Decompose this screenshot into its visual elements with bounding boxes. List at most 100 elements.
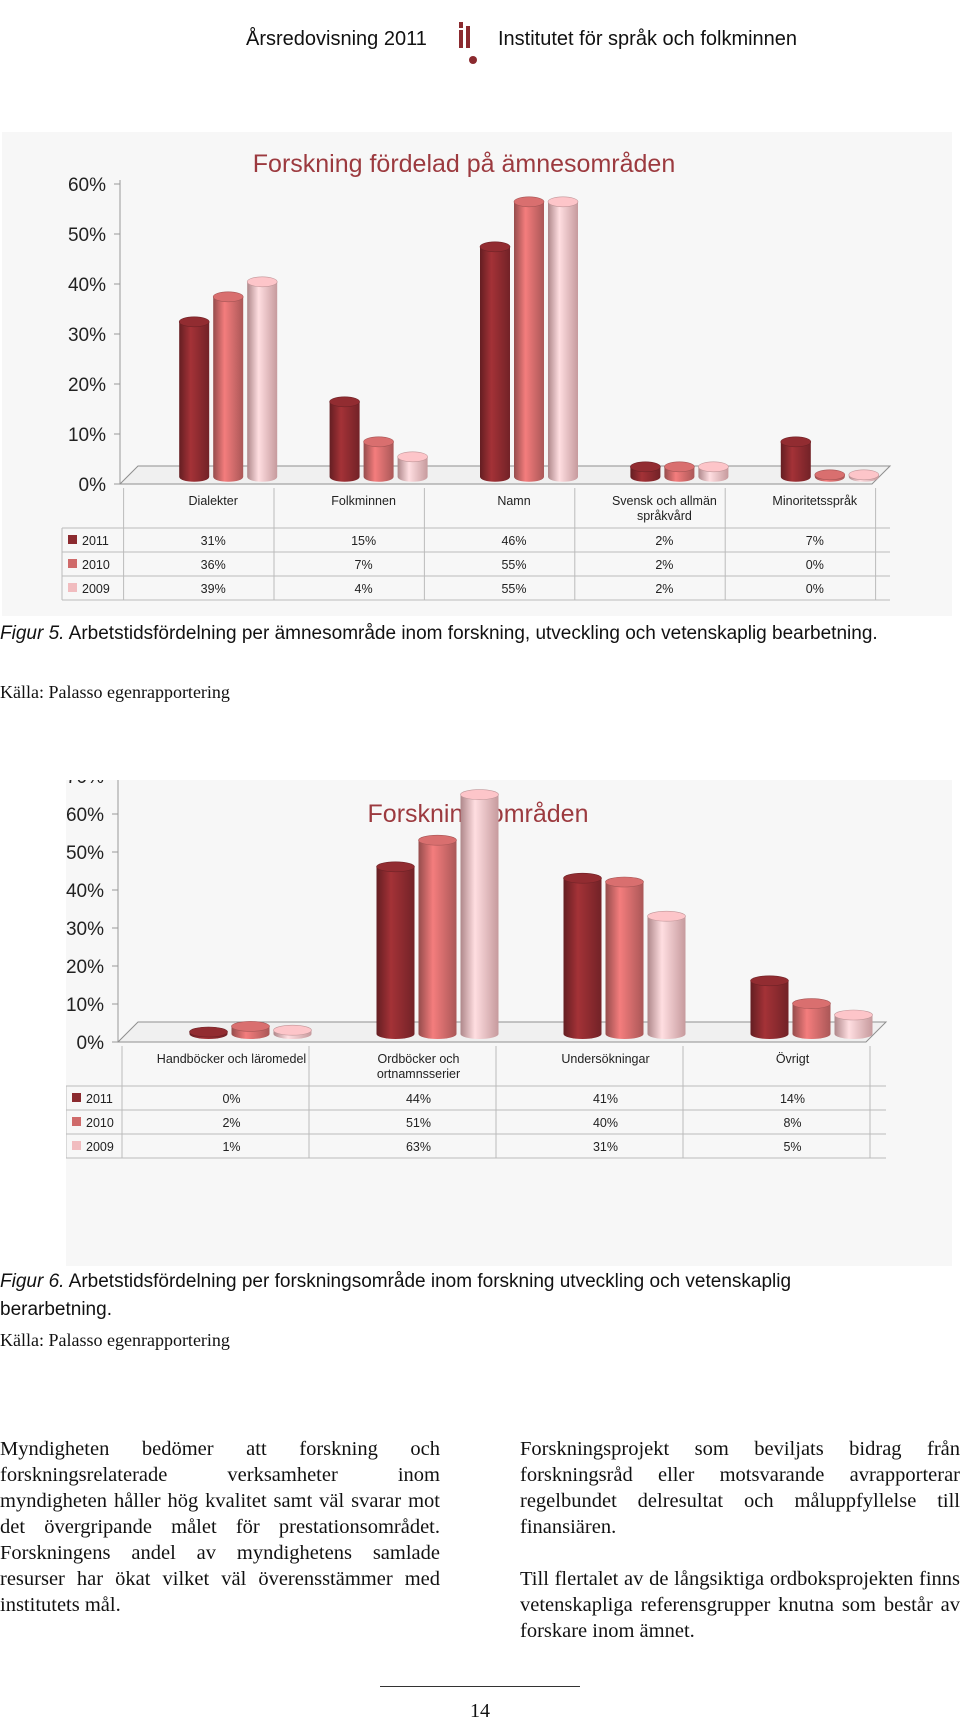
data-label: 5%	[783, 1140, 801, 1154]
bar-top	[698, 461, 729, 473]
table-category-label: Undersökningar	[561, 1052, 649, 1066]
bar-top	[363, 436, 394, 448]
bar-body	[792, 1003, 831, 1039]
data-label: 31%	[593, 1140, 618, 1154]
figure-5-caption: Figur 5. Arbetstidsfördelning per ämneso…	[0, 620, 880, 648]
bar-body	[247, 281, 278, 482]
figure-6-text: Arbetstidsfördelning per forskningsområd…	[0, 1271, 792, 1320]
figure-6-label: Figur 6.	[0, 1271, 65, 1292]
data-label: 7%	[355, 558, 373, 572]
table-category-label: Ordböcker och ortnamnsserier	[377, 1052, 460, 1081]
bar-body	[329, 401, 360, 482]
data-label: 2%	[655, 558, 673, 572]
bar-top	[329, 396, 360, 408]
bar-top	[178, 316, 210, 328]
data-label: 0%	[222, 1092, 240, 1106]
bar-2011	[780, 436, 812, 482]
bar-top	[246, 276, 278, 288]
legend-entry: 2011	[82, 534, 109, 548]
y-tick-label: 60%	[66, 805, 104, 826]
body-paragraph: Myndigheten bedömer att forskning och fo…	[0, 1438, 440, 1616]
data-label: 31%	[201, 534, 226, 548]
data-label: 36%	[201, 558, 226, 572]
isof-logo-icon	[459, 22, 477, 64]
bar-top	[814, 469, 846, 481]
table-category-label: Namn	[497, 494, 530, 508]
legend-swatch-2011	[72, 1093, 81, 1102]
table-category-line: språkvård	[637, 509, 692, 523]
legend-entry: 2009	[82, 582, 110, 596]
bar-2009	[834, 1009, 873, 1039]
bar-top	[513, 196, 545, 208]
footer-rule	[380, 1686, 580, 1687]
legend-swatch-2010	[72, 1117, 81, 1126]
bar-top	[397, 451, 428, 463]
data-label: 41%	[593, 1092, 618, 1106]
data-table: Handböcker och läromedel Ordböcker och ort…	[66, 1046, 886, 1159]
legend-swatch-2009	[72, 1141, 81, 1150]
data-table: Dialekter Folkminnen Namn Svensk och allmän…	[61, 488, 890, 601]
bar-top	[231, 1021, 270, 1032]
body-paragraph: Forskningsprojekt som beviljats bidrag f…	[520, 1438, 960, 1538]
legend-entry: 2010	[82, 558, 110, 572]
bar-body	[750, 980, 789, 1039]
bar-2010	[418, 834, 457, 1039]
report-title: Årsredovisning 2011	[246, 28, 427, 50]
chart-panel-1: 0% 10% 20% 30% 40% 50% 60% Forskning fördelad p…	[2, 132, 952, 616]
bar-body	[780, 441, 811, 482]
bar-2009	[273, 1024, 312, 1039]
bar-top	[418, 834, 457, 846]
legend-swatch-2010	[68, 559, 77, 568]
bar-body	[363, 441, 394, 482]
bar-top	[460, 789, 499, 800]
bar-body	[834, 1015, 873, 1039]
bar-2011	[329, 396, 360, 482]
bar-2011	[479, 241, 511, 482]
bar-2011	[189, 1026, 228, 1039]
bar-2009	[698, 461, 729, 482]
y-tick-label: 30%	[66, 919, 104, 940]
chart-title: Forskning fördelad på ämnesområden	[253, 150, 675, 178]
data-label: 7%	[806, 534, 824, 548]
bar-body	[460, 794, 499, 1039]
bar-top	[563, 872, 602, 884]
bar-2011	[630, 461, 661, 482]
bar-2011	[178, 316, 210, 482]
figure-5-text: Arbetstidsfördelning per ämnesområde ino…	[64, 623, 878, 644]
bar-body	[647, 916, 686, 1039]
data-label: 55%	[501, 558, 526, 572]
y-tick-label: 20%	[68, 375, 106, 396]
bar-body	[376, 866, 415, 1039]
body-paragraph: Till flertalet av de långsiktiga ordboks…	[520, 1568, 960, 1642]
table-category-line: ortnamnsserier	[377, 1067, 460, 1081]
data-label: 46%	[501, 534, 526, 548]
body-column-right: Forskningsprojekt som beviljats bidrag f…	[520, 1436, 960, 1670]
table-category-label: Handböcker och läromedel	[157, 1052, 306, 1066]
bar-2010	[212, 291, 244, 482]
bar-body	[213, 296, 244, 482]
data-label: 63%	[406, 1140, 431, 1154]
chart-floor	[116, 1021, 888, 1043]
y-tick-label: 10%	[68, 425, 106, 446]
table-category-label: Övrigt	[776, 1052, 810, 1066]
bar-2009	[647, 910, 686, 1039]
chart-2-research-areas: 0%10%20%30%40%50%60%70%Forskningsområden…	[66, 780, 888, 1159]
bar-2010	[363, 436, 394, 482]
figure-6-caption: Figur 6. Arbetstidsfördelning per forskn…	[0, 1268, 880, 1324]
bar-body	[397, 456, 428, 482]
table-category-line: Svensk och allmän	[612, 494, 717, 508]
bar-2009	[460, 789, 499, 1039]
y-tick-label: 10%	[66, 995, 104, 1016]
bar-2009	[397, 451, 428, 482]
chart-1-subject-areas: 0% 10% 20% 30% 40% 50% 60% Forskning fördelad p…	[61, 150, 892, 601]
data-label: 8%	[783, 1116, 801, 1130]
bar-2010	[664, 461, 695, 482]
y-tick-label: 0%	[77, 1033, 105, 1054]
bar-2010	[814, 469, 846, 482]
bar-2009	[547, 196, 579, 482]
bar-body	[179, 321, 210, 482]
bar-top	[605, 876, 644, 888]
bar-body	[418, 840, 457, 1039]
bar-top	[647, 910, 686, 922]
y-tick-label: 0%	[79, 475, 107, 496]
